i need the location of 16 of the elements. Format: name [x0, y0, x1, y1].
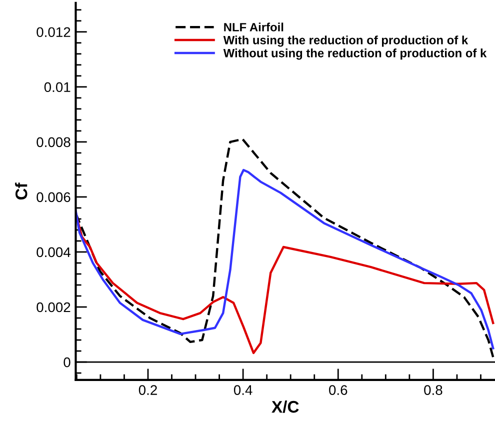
x-tick-label: 0.2	[138, 385, 157, 395]
x-tick-label: 0.4	[234, 385, 252, 395]
y-tick-label: 0.012	[36, 27, 70, 38]
y-tick-label: 0.006	[36, 192, 70, 202]
y-tick-label: 0.004	[36, 247, 70, 258]
x-tick-label: 0.6	[329, 385, 348, 395]
y-axis-title: Cf	[15, 182, 28, 200]
y-tick-label: 0.01	[44, 82, 70, 92]
y-tick-label: 0	[64, 357, 70, 368]
legend-label: NLF Airfoil	[224, 22, 284, 32]
legend-label: With using the reduction of production of k	[223, 36, 468, 47]
x-axis-title: X/C	[272, 400, 299, 413]
y-tick-label: 0.008	[36, 137, 70, 148]
y-tick-label: 0.002	[36, 302, 70, 312]
legend-label: Without using the reduction of production of k	[223, 48, 487, 60]
x-tick-label: 0.8	[424, 385, 442, 395]
